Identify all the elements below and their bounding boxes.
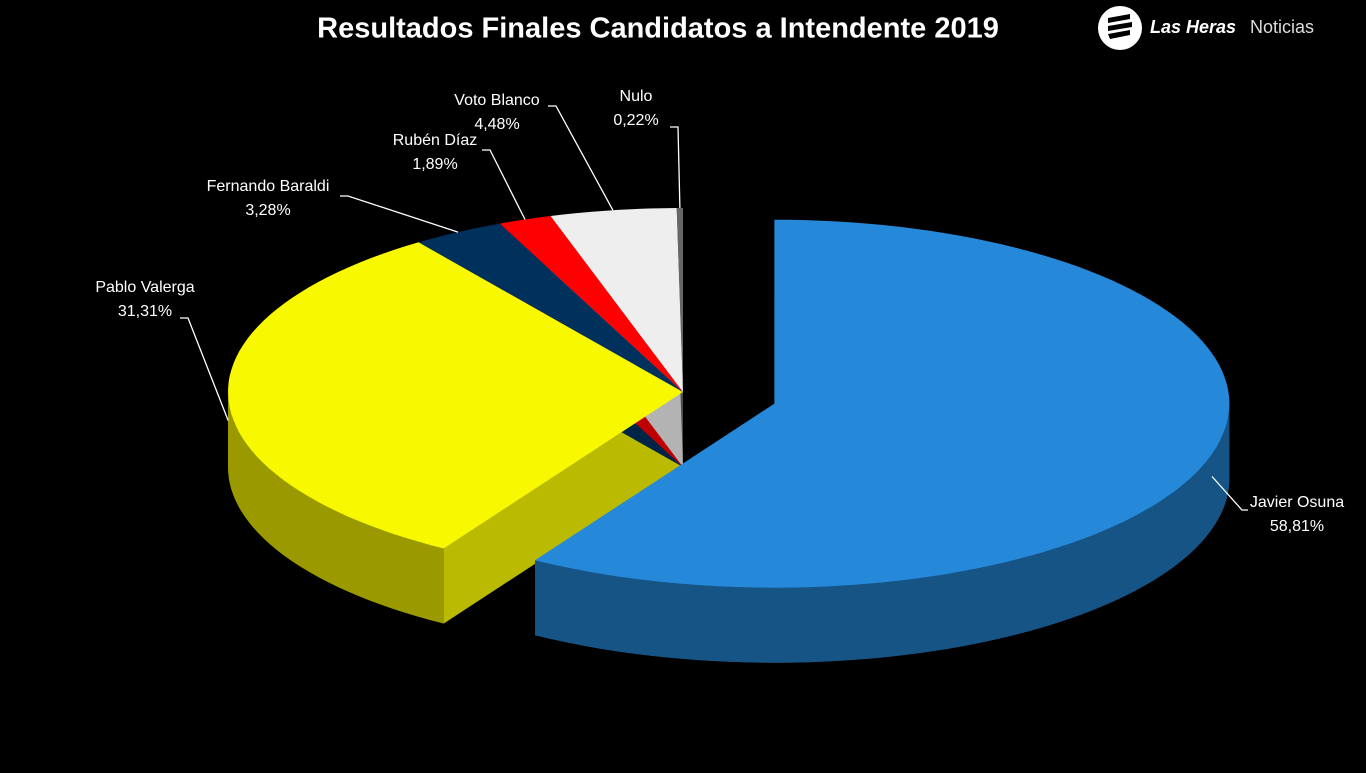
logo: Las Heras Noticias — [1098, 6, 1314, 50]
slice-outer-wall — [228, 392, 444, 624]
slice-label: Voto Blanco — [454, 92, 540, 109]
slice-outer-walls — [228, 392, 1230, 663]
logo-glyph — [1108, 14, 1132, 39]
slice-label: Pablo Valerga — [95, 279, 194, 296]
leader-line — [340, 195, 459, 233]
slice-value-label: 31,31% — [118, 303, 172, 320]
slice-label: Rubén Díaz — [393, 132, 478, 149]
leader-line — [180, 317, 229, 421]
slice — [676, 208, 683, 392]
slice-value-label: 0,22% — [613, 112, 658, 129]
slice — [228, 242, 683, 549]
slice-label: Javier Osuna — [1250, 494, 1344, 511]
slice — [550, 208, 683, 392]
slice-label: Nulo — [620, 88, 653, 105]
chart-title: Resultados Finales Candidatos a Intenden… — [317, 13, 999, 45]
leader-line — [1211, 476, 1248, 511]
slice — [418, 223, 683, 392]
slice-label: Fernando Baraldi — [207, 178, 330, 195]
leader-line — [482, 149, 526, 220]
leader-line — [548, 105, 614, 211]
slice-value-label: 3,28% — [245, 202, 290, 219]
slice-tops — [228, 208, 1230, 588]
slice-outer-wall — [535, 403, 1230, 663]
leader-line — [670, 126, 681, 209]
logo-brand: Las Heras — [1150, 17, 1236, 37]
slice — [499, 216, 683, 392]
slice-value-label: 1,89% — [412, 156, 457, 173]
slice-value-label: 58,81% — [1270, 518, 1324, 535]
slice-value-label: 4,48% — [474, 116, 519, 133]
slice — [535, 219, 1230, 588]
logo-section: Noticias — [1250, 17, 1314, 37]
slice-radial-wall — [443, 392, 683, 624]
